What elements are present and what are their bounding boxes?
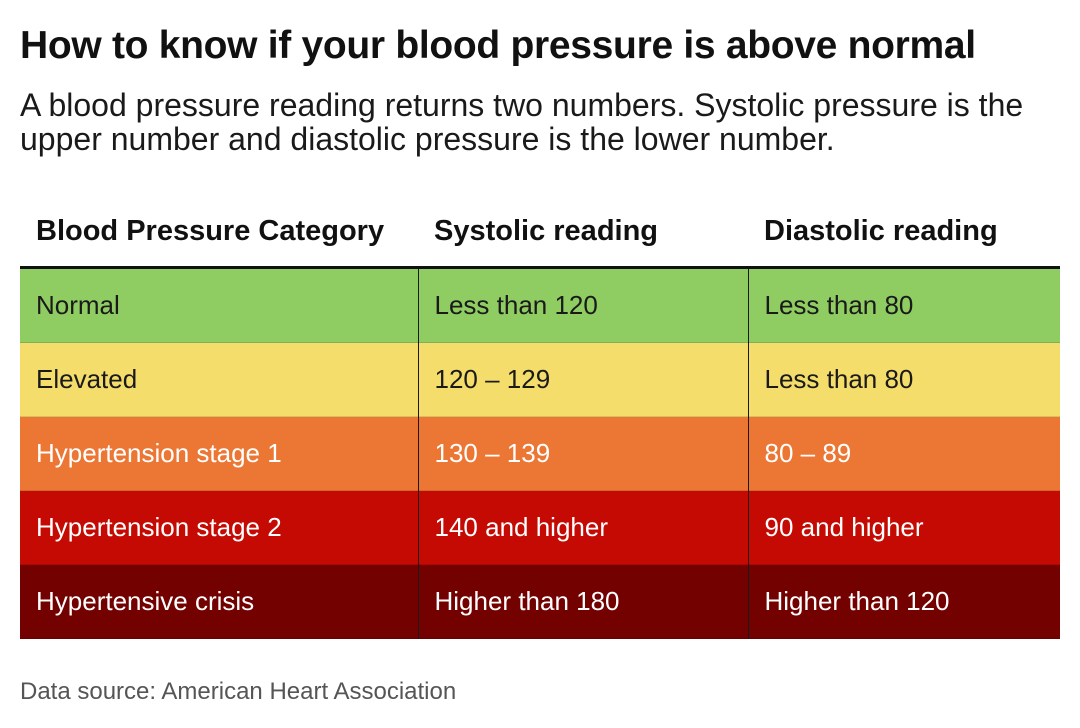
data-source-note: Data source: American Heart Association bbox=[20, 678, 457, 705]
systolic-cell: Less than 120 bbox=[418, 267, 749, 343]
table-row: Normal Less than 120 Less than 80 bbox=[20, 267, 1060, 343]
category-cell: Hypertension stage 2 bbox=[20, 490, 419, 565]
column-header-diastolic: Diastolic reading bbox=[748, 196, 1060, 269]
category-cell: Normal bbox=[20, 267, 419, 343]
column-header-category: Blood Pressure Category bbox=[20, 196, 418, 269]
systolic-cell: 140 and higher bbox=[418, 490, 749, 565]
systolic-cell: Higher than 180 bbox=[418, 564, 749, 639]
table-row: Hypertensive crisis Higher than 180 Higher… bbox=[20, 564, 1060, 639]
table-row: Elevated 120 – 129 Less than 80 bbox=[20, 342, 1060, 417]
chart-title: How to know if your blood pressure is ab… bbox=[20, 24, 976, 67]
category-cell: Hypertension stage 1 bbox=[20, 416, 419, 491]
diastolic-cell: 90 and higher bbox=[748, 490, 1060, 565]
diastolic-cell: Less than 80 bbox=[748, 267, 1060, 343]
table-row: Hypertension stage 2 140 and higher 90 and… bbox=[20, 490, 1060, 565]
category-cell: Hypertensive crisis bbox=[20, 564, 419, 639]
systolic-cell: 120 – 129 bbox=[418, 342, 749, 417]
chart-subtitle: A blood pressure reading returns two num… bbox=[20, 87, 1024, 157]
table-header-row: Blood Pressure Category Systolic reading… bbox=[20, 196, 1060, 269]
table-row: Hypertension stage 1 130 – 139 80 – 89 bbox=[20, 416, 1060, 491]
bp-category-table: Blood Pressure Category Systolic reading… bbox=[20, 196, 1060, 639]
diastolic-cell: 80 – 89 bbox=[748, 416, 1060, 491]
diastolic-cell: Less than 80 bbox=[748, 342, 1060, 417]
table-body: Normal Less than 120 Less than 80 Elevated 1… bbox=[20, 267, 1060, 639]
systolic-cell: 130 – 139 bbox=[418, 416, 749, 491]
column-header-systolic: Systolic reading bbox=[418, 196, 748, 269]
category-cell: Elevated bbox=[20, 342, 419, 417]
diastolic-cell: Higher than 120 bbox=[748, 564, 1060, 639]
